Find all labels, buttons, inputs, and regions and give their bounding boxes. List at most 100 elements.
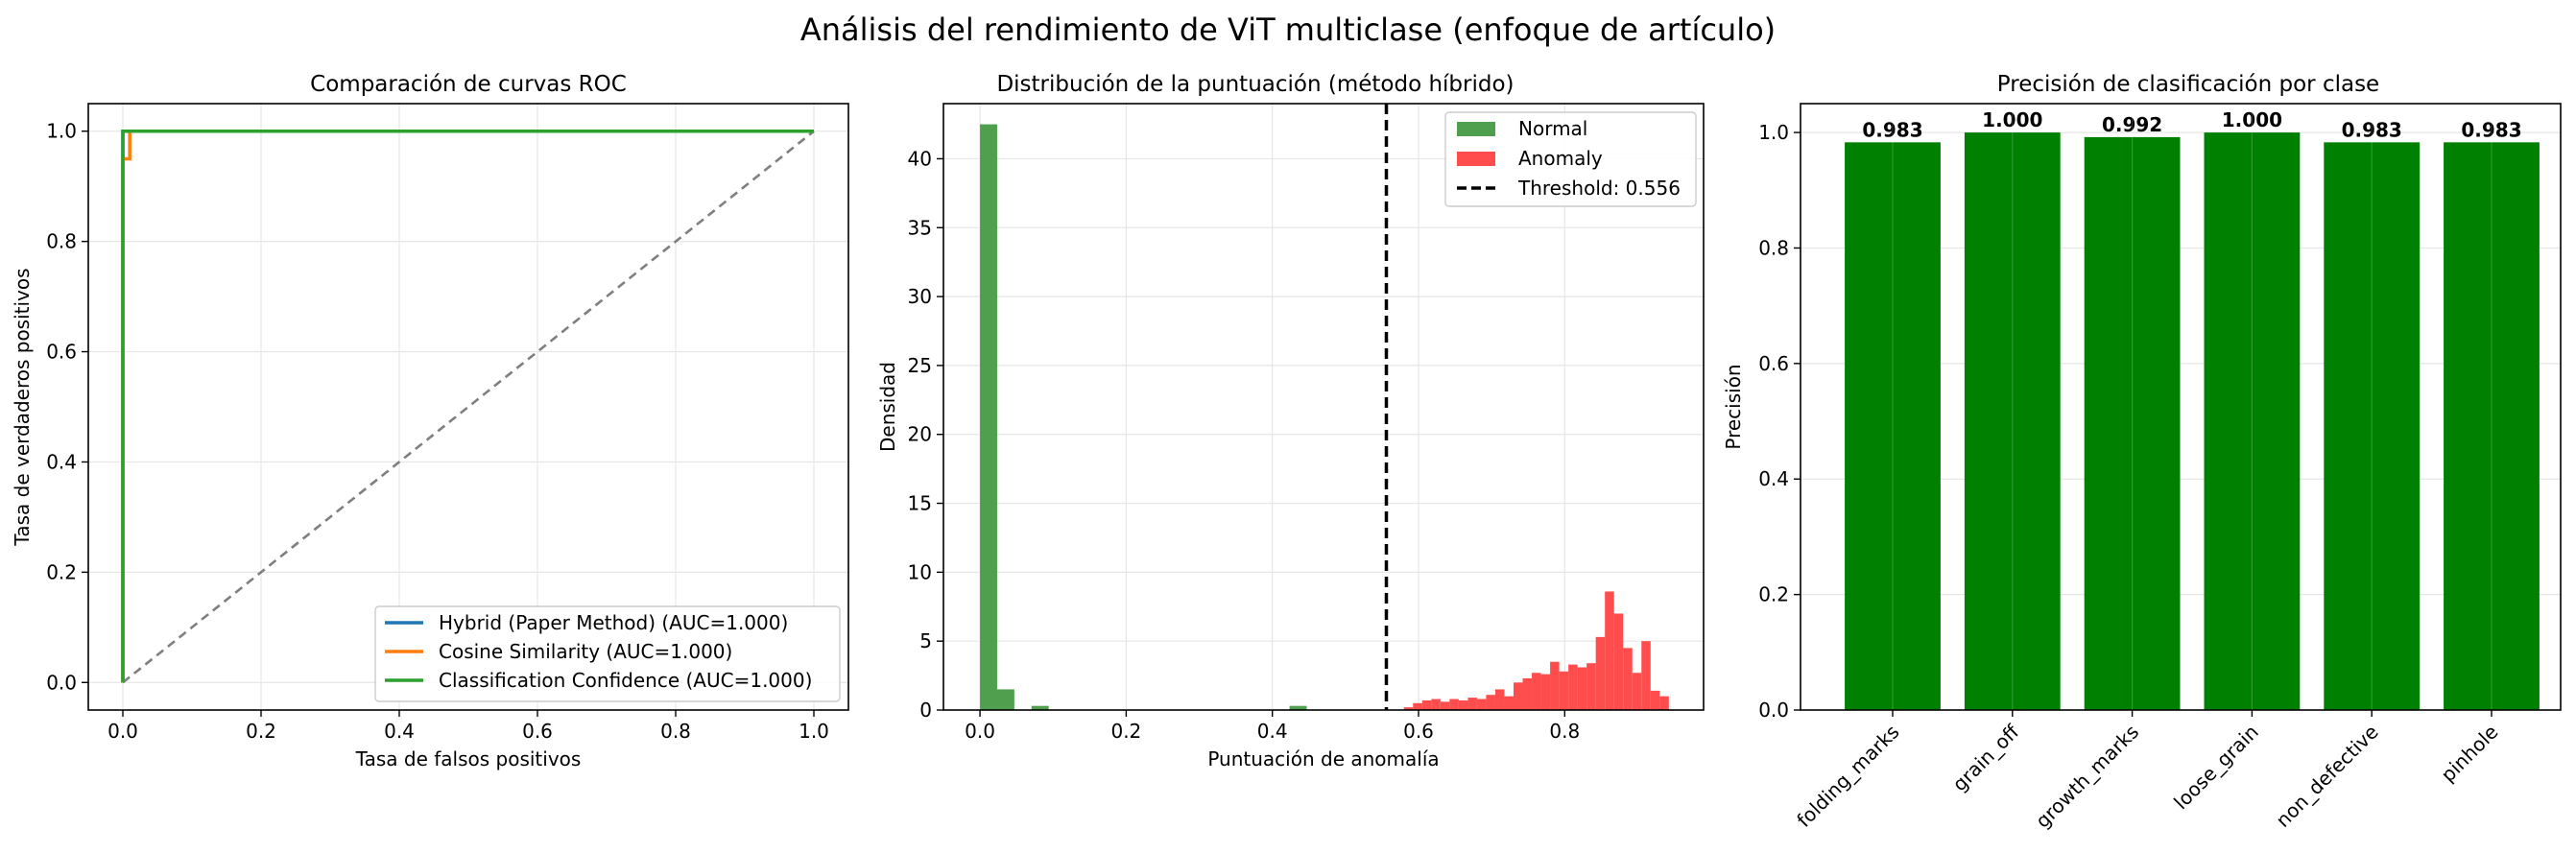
hist-legend-label-normal: Normal — [1518, 117, 1587, 140]
hist-bar-anomaly — [1586, 663, 1596, 710]
bar-ylabel: Precisión — [1722, 364, 1745, 449]
hist-y-tick-label: 25 — [908, 354, 932, 377]
hist-bar-anomaly — [1532, 673, 1541, 710]
roc-x-tick-label: 0.8 — [660, 720, 691, 743]
hist-bar-normal — [996, 689, 1014, 710]
bar-y-tick-label: 0.8 — [1758, 236, 1789, 259]
hist-bar-anomaly — [1632, 673, 1642, 710]
hist-y-tick-label: 30 — [908, 285, 932, 308]
hist-title: Distribución de la puntuación (método hí… — [996, 72, 1514, 97]
bar-title: Precisión de clasificación por clase — [1997, 72, 2379, 97]
roc-x-tick-label: 0.0 — [107, 720, 138, 743]
hist-y-tick-label: 35 — [908, 216, 932, 239]
hist-legend-swatch-normal — [1457, 122, 1495, 136]
hist-bar-anomaly — [1476, 699, 1487, 710]
hist-bar-anomaly — [1568, 664, 1578, 710]
hist-x-tick-label: 0.8 — [1549, 720, 1580, 743]
hist-legend-label-threshold: Threshold: 0.556 — [1517, 177, 1681, 200]
hist-bar-anomaly — [1659, 696, 1669, 710]
roc-x-tick-label: 0.6 — [522, 720, 553, 743]
roc-legend: Hybrid (Paper Method) (AUC=1.000) Cosine… — [374, 605, 841, 702]
figure-title: Análisis del rendimiento de ViT multicla… — [800, 12, 1776, 48]
roc-plot-frame — [87, 103, 849, 711]
hist-bar-normal — [1289, 705, 1307, 710]
hist-bar-anomaly — [1522, 677, 1533, 710]
hist-bar-anomaly — [1559, 671, 1569, 710]
bar-value-label: 1.000 — [2222, 108, 2282, 131]
hist-x-tick-label: 0.2 — [1110, 720, 1141, 743]
roc-y-tick-label: 0.0 — [46, 671, 77, 694]
hist-y-tick-label: 10 — [908, 560, 932, 583]
bar-pinhole — [2444, 142, 2540, 710]
hist-bar-anomaly — [1623, 648, 1633, 710]
hist-y-tick-label: 15 — [908, 492, 932, 515]
bar-folding_marks — [1845, 142, 1941, 710]
bar-y-tick-label: 0.6 — [1758, 352, 1789, 375]
hist-ylabel: Densidad — [876, 362, 899, 452]
hist-bar-anomaly — [1403, 707, 1414, 710]
hist-bar-anomaly — [1605, 591, 1614, 710]
bar-grain_off — [1964, 132, 2061, 711]
hist-bar-anomaly — [1577, 667, 1587, 710]
bar-y-tick-label: 1.0 — [1758, 121, 1789, 144]
hist-x-tick-label: 0.6 — [1403, 720, 1434, 743]
score-histogram-chart: Distribución de la puntuación (método hí… — [876, 72, 1705, 770]
roc-y-tick-label: 1.0 — [46, 120, 77, 143]
hist-legend-box — [1444, 111, 1697, 207]
hist-legend-swatch-anomaly — [1457, 152, 1495, 166]
roc-title: Comparación de curvas ROC — [310, 72, 627, 97]
hist-bar-anomaly — [1550, 661, 1560, 710]
roc-x-tick-label: 0.4 — [384, 720, 415, 743]
hist-bar-normal — [980, 124, 997, 710]
hist-y-tick-label: 5 — [919, 629, 932, 652]
hist-bar-anomaly — [1421, 699, 1432, 710]
roc-y-tick-label: 0.2 — [46, 560, 77, 583]
hist-bar-anomaly — [1449, 699, 1459, 710]
roc-legend-label-hybrid: Hybrid (Paper Method) (AUC=1.000) — [439, 611, 788, 634]
bar-value-label: 0.983 — [2461, 118, 2521, 141]
hist-bar-normal — [1031, 705, 1049, 710]
bar-y-tick-label: 0.0 — [1758, 699, 1789, 722]
hist-legend: Normal Anomaly Threshold: 0.556 — [1444, 111, 1697, 207]
bar-y-tick-label: 0.4 — [1758, 467, 1789, 490]
roc-legend-label-confidence: Classification Confidence (AUC=1.000) — [439, 669, 812, 692]
bar-plot-frame — [1800, 103, 2562, 711]
roc-line-confidence — [121, 129, 814, 683]
hist-plot-frame — [942, 103, 1705, 711]
hist-y-tick-label: 20 — [908, 423, 932, 446]
hist-bar-anomaly — [1613, 613, 1624, 710]
hist-bar-anomaly — [1486, 695, 1495, 710]
hist-bar-anomaly — [1540, 674, 1551, 710]
bar-loose_grain — [2204, 132, 2301, 711]
hist-y-tick-label: 40 — [908, 147, 932, 170]
bar-growth_marks — [2084, 136, 2181, 711]
roc-x-tick-label: 0.2 — [246, 720, 276, 743]
hist-xlabel: Puntuación de anomalía — [1207, 747, 1439, 770]
hist-bar-anomaly — [1440, 701, 1450, 710]
bar-non_defective — [2324, 142, 2421, 710]
hist-bar-anomaly — [1504, 696, 1514, 710]
roc-ylabel: Tasa de verdaderos positivos — [11, 268, 34, 546]
roc-legend-label-cosine: Cosine Similarity (AUC=1.000) — [439, 640, 732, 663]
hist-x-tick-label: 0.0 — [965, 720, 995, 743]
hist-bar-anomaly — [1641, 641, 1651, 710]
hist-bar-anomaly — [1650, 690, 1660, 710]
hist-bar-anomaly — [1413, 702, 1422, 710]
roc-legend-box — [374, 605, 841, 702]
roc-chart: Comparación de curvas ROC 0.0 0.2 0.4 0.6 0.… — [11, 72, 849, 770]
roc-xlabel: Tasa de falsos positivos — [355, 747, 582, 770]
hist-y-tick-label: 0 — [919, 699, 932, 722]
roc-random-reference-line — [122, 130, 815, 684]
bar-value-label: 0.992 — [2102, 113, 2162, 136]
hist-bar-anomaly — [1514, 682, 1523, 710]
roc-y-tick-label: 0.8 — [46, 230, 77, 253]
hist-x-tick-label: 0.4 — [1257, 720, 1288, 743]
roc-y-tick-label: 0.6 — [46, 341, 77, 364]
hist-bar-anomaly — [1431, 699, 1441, 710]
bar-value-label: 1.000 — [1982, 108, 2042, 131]
roc-x-tick-label: 1.0 — [799, 720, 829, 743]
hist-bar-anomaly — [1467, 698, 1477, 710]
hist-legend-label-anomaly: Anomaly — [1518, 147, 1603, 170]
roc-y-tick-label: 0.4 — [46, 450, 77, 473]
